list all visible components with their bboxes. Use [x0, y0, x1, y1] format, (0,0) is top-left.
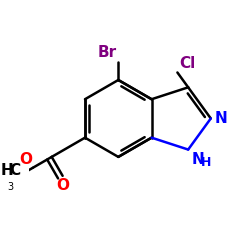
Text: C: C [9, 163, 20, 178]
Text: H: H [1, 163, 14, 178]
Text: Cl: Cl [179, 56, 196, 71]
Text: Br: Br [98, 45, 116, 60]
Text: N: N [192, 152, 204, 167]
Text: O: O [56, 178, 69, 193]
Text: H: H [200, 156, 211, 169]
Text: O: O [19, 152, 32, 167]
Text: N: N [214, 111, 227, 126]
Text: 3: 3 [7, 182, 14, 192]
